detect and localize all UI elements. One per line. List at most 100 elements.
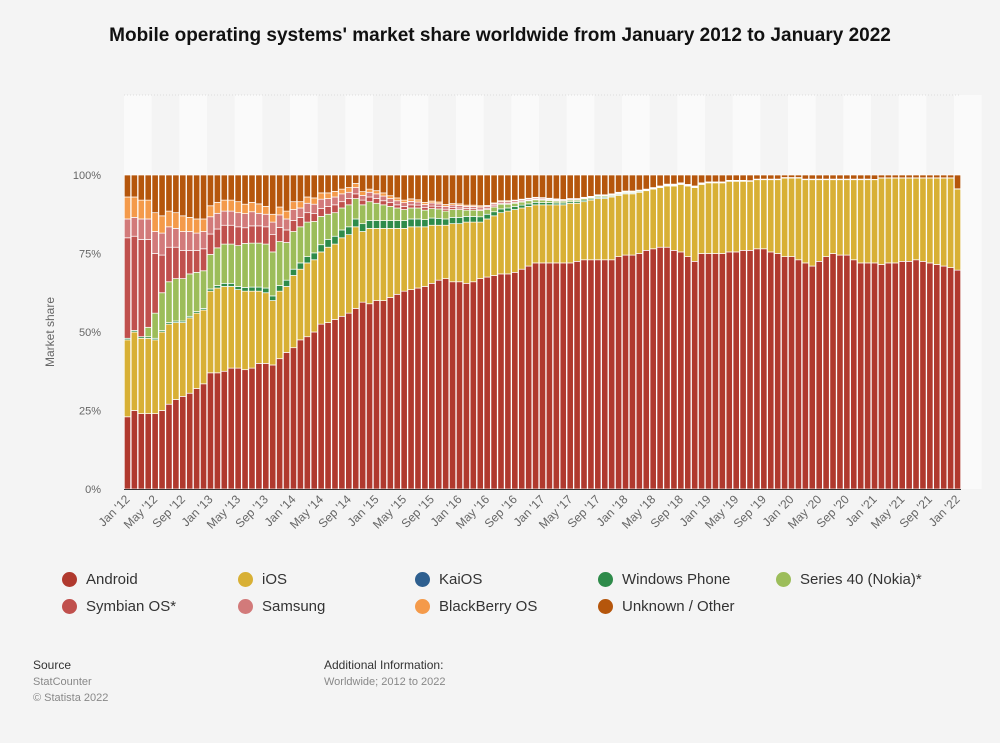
bar-segment-unknown-other	[912, 174, 920, 179]
bar-segment-android	[642, 250, 650, 490]
bar-segment-unknown-other	[635, 174, 643, 191]
bar-segment-ios	[345, 234, 353, 314]
bar-segment-windows-phone	[345, 226, 353, 236]
bar-segment-android	[158, 410, 166, 490]
bar-segment-symbian-os-	[338, 201, 346, 209]
bar-segment-unknown-other	[386, 174, 394, 197]
legend-item-blackberry-os[interactable]: BlackBerry OS	[415, 598, 537, 615]
bar-segment-series-40-nokia-	[248, 242, 256, 288]
bar-segment-ios	[241, 290, 249, 371]
bar-segment-ios	[711, 182, 719, 254]
bar-segment-unknown-other	[538, 174, 547, 198]
bar-segment-android	[393, 293, 401, 490]
bar-segment-ios	[338, 237, 346, 317]
bar-segment-unknown-other	[940, 174, 948, 179]
bar-segment-symbian-os-	[289, 220, 297, 232]
bar-segment-samsung	[310, 203, 318, 214]
bar-segment-blackberry-os	[158, 215, 166, 234]
bar-segment-unknown-other	[545, 174, 553, 199]
legend-marker-icon	[62, 599, 77, 614]
legend-marker-icon	[598, 572, 613, 587]
bar-segment-android	[179, 396, 187, 490]
bar-segment-samsung	[255, 212, 263, 227]
x-tick-label: Jan '22	[926, 492, 963, 529]
bar-segment-series-40-nokia-	[366, 201, 374, 221]
bar-segment-unknown-other	[822, 174, 830, 180]
bar-segment-symbian-os-	[137, 239, 145, 338]
legend-item-windows-phone[interactable]: Windows Phone	[598, 571, 730, 588]
bar-segment-ios	[954, 188, 962, 271]
bar-segment-ios	[788, 177, 796, 257]
bar-segment-unknown-other	[801, 174, 809, 180]
legend-item-ios[interactable]: iOS	[238, 571, 287, 588]
bar-segment-series-40-nokia-	[303, 221, 311, 257]
legend-item-symbian-os-[interactable]: Symbian OS*	[62, 598, 176, 615]
bar-segment-blackberry-os	[303, 196, 311, 204]
bar-segment-unknown-other	[511, 174, 519, 201]
bar-segment-android	[372, 300, 380, 490]
bar-segment-samsung	[206, 216, 214, 235]
source-name[interactable]: StatCounter	[33, 676, 92, 688]
bar-segment-unknown-other	[400, 174, 408, 201]
legend-item-kaios[interactable]: KaiOS	[415, 571, 482, 588]
bar-segment-blackberry-os	[262, 206, 270, 215]
bar-segment-series-40-nokia-	[428, 208, 436, 219]
bar-segment-ios	[193, 312, 201, 389]
copyright: © Statista 2022	[33, 692, 109, 704]
bar-segment-series-40-nokia-	[179, 278, 187, 322]
bar-segment-ios	[372, 228, 380, 301]
bar-segment-windows-phone	[442, 218, 450, 226]
bar-segment-android	[912, 259, 920, 490]
bar-segment-unknown-other	[200, 174, 208, 220]
bar-segment-symbian-os-	[276, 227, 284, 242]
bar-segment-unknown-other	[788, 174, 796, 178]
legend-item-samsung[interactable]: Samsung	[238, 598, 325, 615]
bar-segment-symbian-os-	[130, 235, 138, 331]
bar-segment-unknown-other	[698, 174, 706, 184]
bar-segment-blackberry-os	[366, 188, 374, 193]
legend-marker-icon	[415, 572, 430, 587]
bar-segment-ios	[947, 177, 955, 268]
bar-segment-series-40-nokia-	[497, 203, 505, 210]
bar-segment-samsung	[276, 214, 284, 228]
bar-segment-android	[276, 358, 284, 490]
bar-segment-unknown-other	[289, 174, 297, 203]
bar-segment-android	[379, 300, 387, 490]
bar-segment-unknown-other	[435, 174, 443, 203]
legend-marker-icon	[62, 572, 77, 587]
legend-item-series-40-nokia-[interactable]: Series 40 (Nokia)*	[776, 571, 922, 588]
bar-segment-unknown-other	[421, 174, 429, 203]
bar-segment-blackberry-os	[331, 190, 339, 198]
bar-segment-android	[566, 262, 574, 490]
bar-segment-samsung	[172, 228, 180, 248]
bar-segment-unknown-other	[746, 174, 754, 182]
bar-segment-windows-phone	[352, 218, 360, 228]
bar-segment-series-40-nokia-	[283, 242, 291, 281]
bar-segment-unknown-other	[283, 174, 291, 212]
bar-segment-symbian-os-	[421, 207, 429, 211]
bar-segment-android	[601, 259, 609, 490]
bar-segment-unknown-other	[393, 174, 401, 199]
legend-item-unknown-other[interactable]: Unknown / Other	[598, 598, 735, 615]
bar-segment-ios	[407, 226, 415, 290]
bar-segment-android	[525, 265, 533, 490]
bar-segment-ios	[532, 204, 540, 264]
bar-segment-blackberry-os	[393, 197, 401, 202]
bar-segment-samsung	[449, 204, 457, 209]
bar-segment-series-40-nokia-	[338, 207, 346, 231]
bar-segment-android	[366, 303, 374, 490]
legend-item-android[interactable]: Android	[62, 571, 138, 588]
bar-segment-samsung	[213, 212, 221, 230]
bar-segment-android	[774, 253, 782, 490]
bar-segment-samsung	[421, 204, 429, 209]
bar-segment-unknown-other	[919, 174, 927, 179]
bar-segment-android	[483, 276, 491, 490]
bar-segment-android	[538, 262, 547, 490]
bar-segment-ios	[815, 179, 823, 262]
bar-segment-unknown-other	[130, 174, 138, 198]
bar-segment-ios	[677, 184, 685, 253]
y-tick-label: 100%	[73, 170, 101, 182]
bar-segment-android	[476, 278, 484, 490]
bar-segment-android	[594, 259, 602, 490]
bar-segment-unknown-other	[864, 174, 872, 180]
